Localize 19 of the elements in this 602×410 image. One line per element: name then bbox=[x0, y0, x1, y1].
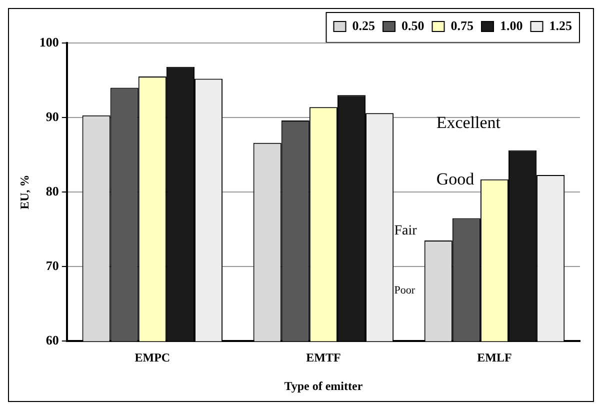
annotation: Fair bbox=[394, 224, 418, 239]
y-axis-title: EU, % bbox=[17, 174, 32, 210]
annotation: Excellent bbox=[436, 112, 501, 132]
x-axis-title: Type of emitter bbox=[284, 378, 364, 393]
x-tick-label: EMTF bbox=[306, 350, 341, 364]
x-tick-label: EMPC bbox=[134, 350, 170, 364]
legend-label: 0.75 bbox=[450, 18, 474, 33]
y-tick-label: 80 bbox=[46, 183, 59, 198]
legend-label: 0.50 bbox=[402, 18, 424, 33]
y-tick-label: 60 bbox=[46, 332, 59, 348]
legend-label: 0.25 bbox=[352, 18, 376, 33]
y-tick-label: 70 bbox=[46, 258, 59, 274]
legend-label: 1.00 bbox=[500, 18, 523, 33]
y-tick-label: 90 bbox=[46, 108, 59, 124]
annotation: Good bbox=[436, 170, 475, 189]
legend-label: 1.25 bbox=[549, 18, 572, 33]
annotation: Poor bbox=[394, 284, 416, 296]
x-tick-label: EMLF bbox=[477, 350, 512, 364]
y-tick-label: 100 bbox=[39, 34, 59, 50]
